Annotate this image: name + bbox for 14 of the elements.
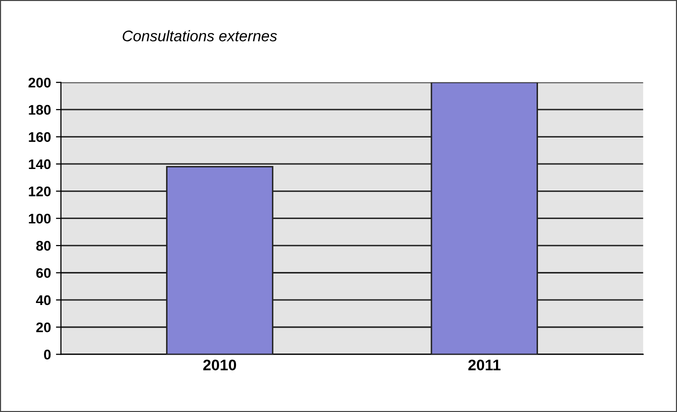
y-tick-label: 80 <box>36 240 51 251</box>
y-tick-label: 180 <box>28 104 51 115</box>
x-tick-label: 2011 <box>468 360 501 370</box>
y-tick-label: 140 <box>28 159 51 170</box>
chart-title: Consultations externes <box>122 30 277 42</box>
y-tick-label: 40 <box>36 295 51 306</box>
y-tick-label: 200 <box>28 78 51 88</box>
y-tick-label: 0 <box>44 350 51 360</box>
y-tick-label: 60 <box>36 268 51 278</box>
y-tick-label: 100 <box>28 214 51 224</box>
x-tick-label: 2010 <box>203 360 236 370</box>
y-tick-label: 160 <box>28 132 51 142</box>
y-tick-label: 20 <box>36 322 51 332</box>
y-tick-label: 120 <box>28 186 51 196</box>
